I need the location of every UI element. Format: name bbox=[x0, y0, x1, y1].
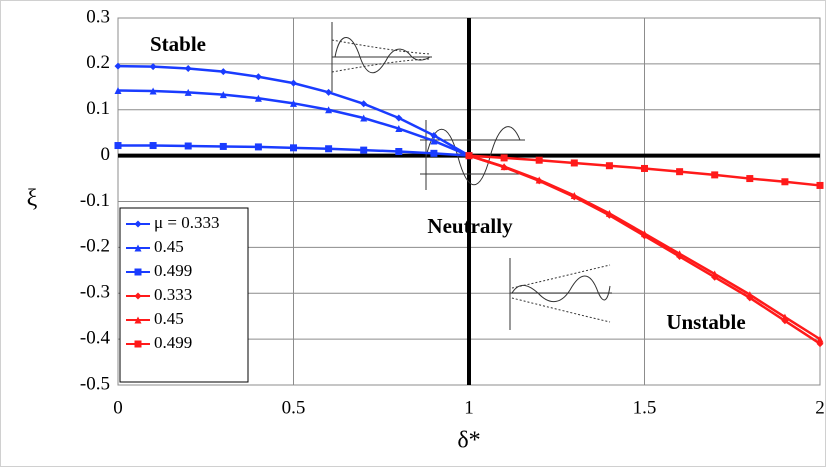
y-tick-label: 0.1 bbox=[86, 98, 110, 119]
marker bbox=[465, 152, 473, 160]
annotation: Neutrally bbox=[427, 214, 513, 238]
x-tick-label: 0 bbox=[113, 397, 123, 418]
y-tick-label: 0.2 bbox=[86, 52, 110, 73]
marker bbox=[500, 163, 508, 171]
inset-unstable bbox=[509, 258, 612, 330]
marker bbox=[430, 149, 438, 157]
marker bbox=[219, 91, 227, 99]
y-tick-label: 0.3 bbox=[86, 6, 110, 27]
marker bbox=[570, 192, 578, 200]
marker bbox=[149, 142, 157, 150]
marker bbox=[360, 100, 368, 108]
marker bbox=[184, 88, 192, 96]
marker bbox=[430, 137, 438, 145]
legend-label: 0.499 bbox=[154, 261, 192, 280]
marker bbox=[325, 106, 333, 114]
marker bbox=[430, 131, 438, 139]
marker bbox=[290, 79, 297, 87]
marker bbox=[570, 159, 578, 167]
x-tick-label: 2 bbox=[815, 397, 825, 418]
marker bbox=[676, 250, 684, 258]
y-axis-label: ξ bbox=[27, 186, 38, 212]
marker bbox=[711, 171, 719, 179]
marker bbox=[360, 114, 368, 122]
y-tick-label: -0.5 bbox=[80, 373, 110, 394]
marker bbox=[219, 142, 227, 150]
marker bbox=[184, 142, 192, 150]
inset-stable bbox=[331, 22, 432, 92]
x-tick-label: 1.5 bbox=[633, 397, 657, 418]
marker bbox=[114, 62, 122, 70]
y-tick-label: -0.1 bbox=[80, 190, 110, 211]
legend-label: μ = 0.333 bbox=[154, 213, 219, 232]
marker bbox=[254, 143, 262, 151]
marker bbox=[395, 125, 403, 133]
annotation: Stable bbox=[150, 32, 206, 56]
legend-label: 0.333 bbox=[154, 285, 192, 304]
marker bbox=[746, 175, 754, 183]
marker bbox=[325, 88, 333, 96]
marker bbox=[781, 178, 789, 186]
x-axis-label: δ* bbox=[457, 428, 480, 454]
marker bbox=[360, 146, 368, 154]
y-tick-label: -0.3 bbox=[80, 282, 110, 303]
marker bbox=[134, 244, 142, 252]
marker bbox=[134, 268, 142, 276]
marker bbox=[641, 230, 648, 238]
marker bbox=[676, 168, 684, 176]
marker bbox=[184, 64, 192, 72]
marker bbox=[254, 73, 262, 81]
annotation: Unstable bbox=[666, 310, 745, 334]
marker bbox=[641, 164, 648, 172]
marker bbox=[149, 87, 157, 95]
marker bbox=[500, 154, 508, 162]
y-tick-label: 0 bbox=[101, 144, 111, 165]
marker bbox=[781, 313, 789, 321]
legend-label: 0.499 bbox=[154, 333, 192, 352]
marker bbox=[325, 145, 333, 153]
marker bbox=[535, 156, 543, 164]
marker bbox=[605, 209, 613, 217]
marker bbox=[746, 291, 754, 299]
x-tick-label: 1 bbox=[464, 397, 474, 418]
marker bbox=[254, 94, 262, 102]
marker bbox=[290, 99, 297, 107]
y-tick-label: -0.4 bbox=[80, 327, 111, 348]
marker bbox=[290, 144, 297, 152]
marker bbox=[149, 63, 157, 71]
marker bbox=[816, 181, 824, 189]
marker bbox=[134, 340, 142, 348]
x-tick-label: 0.5 bbox=[282, 397, 306, 418]
marker bbox=[219, 68, 227, 76]
marker bbox=[134, 292, 142, 300]
marker bbox=[114, 142, 122, 150]
marker bbox=[711, 270, 719, 278]
marker bbox=[114, 86, 122, 94]
marker bbox=[134, 316, 142, 324]
marker bbox=[816, 335, 824, 343]
y-tick-label: -0.2 bbox=[80, 236, 110, 257]
marker bbox=[395, 147, 403, 155]
marker bbox=[605, 162, 613, 170]
legend-label: 0.45 bbox=[154, 237, 184, 256]
legend-label: 0.45 bbox=[154, 309, 184, 328]
marker bbox=[535, 176, 543, 184]
marker bbox=[134, 220, 142, 228]
marker bbox=[395, 114, 403, 122]
